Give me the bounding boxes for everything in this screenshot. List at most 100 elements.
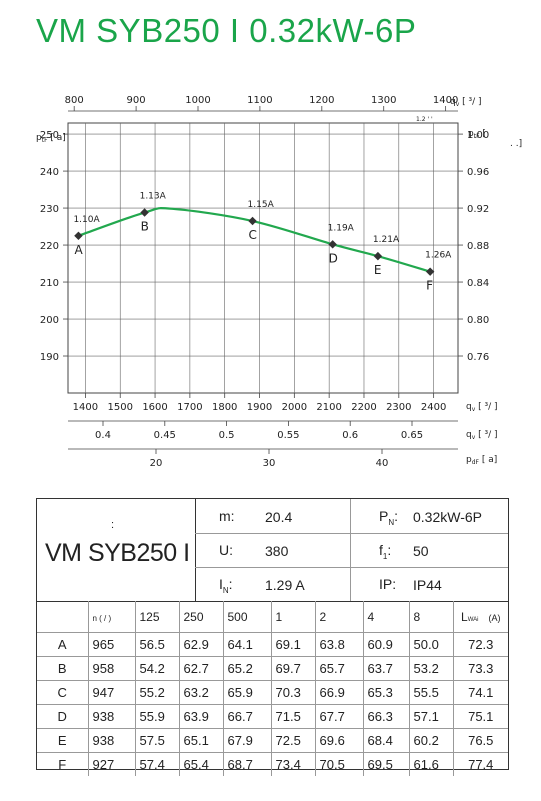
table-cell: 55.9: [135, 704, 180, 729]
table-cell: 73.4: [271, 752, 316, 776]
x-tick-label: 2400: [421, 402, 446, 413]
spec-panel: : VM SYB250 I m: 20.4 U: 380 IN: 1.29 A …: [36, 498, 509, 776]
table-cell: 938: [88, 728, 136, 753]
x-tick-label: 2100: [316, 402, 341, 413]
y-tick-label: 200: [40, 315, 59, 326]
frequency-label: f1:: [379, 542, 391, 561]
x-tick-label: 1700: [177, 402, 202, 413]
secondary-axis-label: qv [ ³/ ]: [466, 430, 498, 441]
x-top-tick-label: 1000: [185, 95, 210, 106]
table-cell: 72.3: [453, 632, 508, 657]
table-cell: 65.9: [223, 680, 272, 705]
header-cell: 500: [223, 601, 272, 633]
header-cell: 250: [179, 601, 224, 633]
x-top-tick-label: 800: [65, 95, 84, 106]
dynamic-tick-label: 40: [376, 458, 389, 469]
y-right-tick-label: 1.00: [467, 130, 489, 141]
spec-model-cell: : VM SYB250 I: [37, 499, 196, 601]
table-cell: 66.7: [223, 704, 272, 729]
y-right-tick-label: 0.96: [467, 167, 489, 178]
y-right-tick-label: 0.84: [467, 278, 489, 289]
x-top-tick-label: 1200: [309, 95, 334, 106]
table-cell: 62.9: [179, 632, 224, 657]
secondary-tick-label: 0.55: [277, 430, 299, 441]
table-cell: 74.1: [453, 680, 508, 705]
table-cell: 65.7: [315, 656, 364, 681]
table-cell: 63.2: [179, 680, 224, 705]
table-cell: 965: [88, 632, 136, 657]
frequency-value: 50: [413, 543, 429, 559]
table-cell: 70.5: [315, 752, 364, 776]
table-cell: 57.4: [135, 752, 180, 776]
current-label: 1.10A: [73, 215, 100, 225]
voltage-value: 380: [265, 543, 289, 559]
table-cell: 50.0: [409, 632, 454, 657]
row-label: C: [37, 680, 89, 705]
table-cell: 72.5: [271, 728, 316, 753]
table-row: A 965 56.5 62.9 64.1 69.1 63.8 60.9 50.0 72.3: [37, 632, 508, 657]
voltage-label: U:: [219, 542, 233, 558]
table-cell: 69.6: [315, 728, 364, 753]
current-label: IN:: [219, 576, 233, 595]
point-label: D: [329, 251, 338, 265]
x-top-tick-label: 1400: [433, 95, 458, 106]
secondary-tick-label: 0.45: [154, 430, 176, 441]
table-cell: 958: [88, 656, 136, 681]
y-tick-label: 250: [40, 130, 59, 141]
operating-point: [425, 267, 435, 276]
power-value: 0.32kW-6P: [413, 509, 482, 525]
mass-value: 20.4: [265, 509, 293, 525]
x-tick-label: 2300: [386, 402, 411, 413]
x-top-axis-label: qv [ ³/ ]: [450, 97, 482, 108]
table-row: B 958 54.2 62.7 65.2 69.7 65.7 63.7 53.2 73.3: [37, 656, 508, 681]
table-cell: 69.7: [271, 656, 316, 681]
table-cell: 947: [88, 680, 136, 705]
point-label: B: [141, 220, 149, 234]
header-cell: LWAi (A): [453, 601, 508, 633]
table-row: C 947 55.2 63.2 65.9 70.3 66.9 65.3 55.5 74.1: [37, 680, 508, 705]
point-label: F: [426, 279, 433, 293]
x-bottom-axis-label: qv [ ³/ ]: [466, 402, 498, 413]
header-cell: 8: [409, 601, 454, 633]
current-label: 1.26A: [425, 251, 452, 261]
frequency-symbol: f: [379, 542, 383, 558]
x-tick-label: 1800: [212, 402, 237, 413]
row-label: D: [37, 704, 89, 729]
operating-point: [373, 251, 383, 261]
spec-divider: [350, 499, 351, 601]
table-cell: 57.1: [409, 704, 454, 729]
table-cell: 75.1: [453, 704, 508, 729]
secondary-tick-label: 0.5: [219, 430, 235, 441]
x-tick-label: 1600: [142, 402, 167, 413]
table-cell: 55.5: [409, 680, 454, 705]
y-right-tick-label: 0.80: [467, 315, 489, 326]
table-cell: 64.1: [223, 632, 272, 657]
power-symbol: P: [379, 508, 389, 524]
dynamic-axis-label: pdF [ a]: [466, 455, 497, 466]
mini-text: 1.2 ' ': [416, 116, 433, 123]
row-label: F: [37, 752, 89, 776]
x-top-tick-label: 1300: [371, 95, 396, 106]
y-tick-label: 190: [40, 352, 59, 363]
point-label: A: [74, 243, 83, 257]
table-cell: 68.4: [363, 728, 410, 753]
header-cell: 1: [271, 601, 316, 633]
x-tick-label: 2200: [351, 402, 376, 413]
secondary-tick-label: 0.4: [95, 430, 111, 441]
power-label: PN:: [379, 508, 398, 527]
x-tick-label: 1400: [73, 402, 98, 413]
table-cell: 927: [88, 752, 136, 776]
table-cell: 76.5: [453, 728, 508, 753]
table-cell: 53.2: [409, 656, 454, 681]
header-cell: n ( / ): [88, 601, 136, 633]
secondary-tick-label: 0.65: [401, 430, 423, 441]
row-label: E: [37, 728, 89, 753]
point-label: C: [249, 228, 257, 242]
y-tick-label: 220: [40, 241, 59, 252]
ip-value: IP44: [413, 577, 442, 593]
ip-label: IP:: [379, 576, 397, 592]
operating-point: [140, 208, 149, 217]
row-label: B: [37, 656, 89, 681]
spec-header: : VM SYB250 I m: 20.4 U: 380 IN: 1.29 A …: [37, 499, 508, 602]
x-tick-label: 2000: [282, 402, 307, 413]
